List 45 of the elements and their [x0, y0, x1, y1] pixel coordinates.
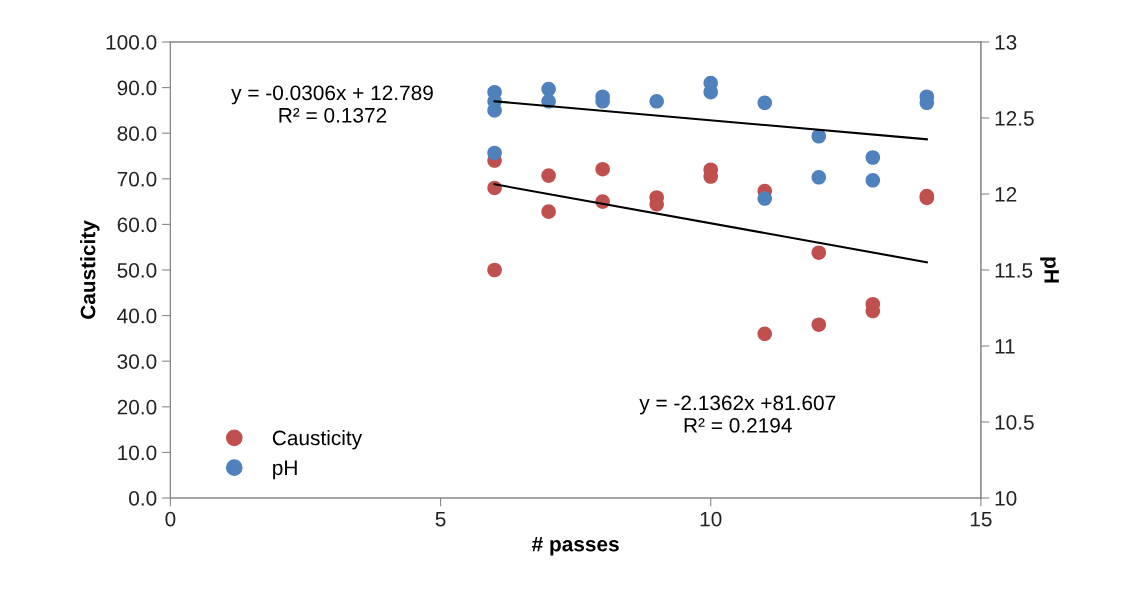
point	[811, 245, 827, 260]
point	[595, 161, 610, 177]
y-tick-label: 100.0	[106, 35, 157, 50]
point	[757, 191, 773, 206]
point	[487, 103, 502, 118]
y2-tick-label: 10.5	[995, 415, 1034, 430]
annotation: y = -2.1362x +81.607 R² = 0.2194	[639, 395, 836, 433]
point	[757, 95, 773, 111]
y-tick-label: 90.0	[117, 80, 157, 96]
y-tick-label: 60.0	[117, 217, 157, 233]
y-axis-title: Causticity	[80, 220, 100, 319]
y-tick-label: 0.0	[129, 491, 157, 506]
point	[865, 173, 881, 188]
y-tick-label: 70.0	[117, 171, 157, 187]
x-axis-title: # passes	[531, 537, 619, 556]
point	[811, 170, 827, 185]
y2-tick-label: 11	[995, 339, 1015, 354]
point	[649, 94, 664, 109]
y-tick-label: 20.0	[117, 399, 157, 415]
point	[757, 326, 773, 342]
y-tick-label: 10.0	[118, 445, 157, 461]
y2-tick-label: 12	[995, 187, 1017, 202]
legend-label: Causticity	[272, 429, 363, 450]
x-tick-label: 0	[165, 511, 176, 527]
x-tick-label: 5	[435, 511, 446, 527]
y2-tick-label: 13	[995, 35, 1017, 50]
x-tick-label: 10	[700, 511, 722, 527]
point	[541, 168, 556, 183]
y2-axis-title: pH	[1040, 257, 1059, 283]
y2-tick-label: 12.5	[995, 111, 1034, 126]
y2-tick-label: 11.5	[995, 263, 1033, 278]
annotation: y = -0.0306x + 12.789 R² = 0.1372	[231, 85, 433, 123]
y-tick-label: 40.0	[117, 308, 157, 324]
legend-label: pH	[273, 460, 297, 480]
point	[865, 150, 881, 165]
point	[487, 262, 502, 278]
y-tick-label: 80.0	[117, 126, 157, 141]
y-tick-label: 50.0	[117, 263, 157, 278]
point	[541, 204, 556, 219]
y2-tick-label: 10	[995, 491, 1017, 506]
point	[487, 145, 502, 161]
y-tick-label: 30.0	[117, 354, 157, 369]
x-tick-label: 15	[970, 511, 992, 527]
point	[811, 317, 827, 332]
point	[541, 81, 556, 97]
